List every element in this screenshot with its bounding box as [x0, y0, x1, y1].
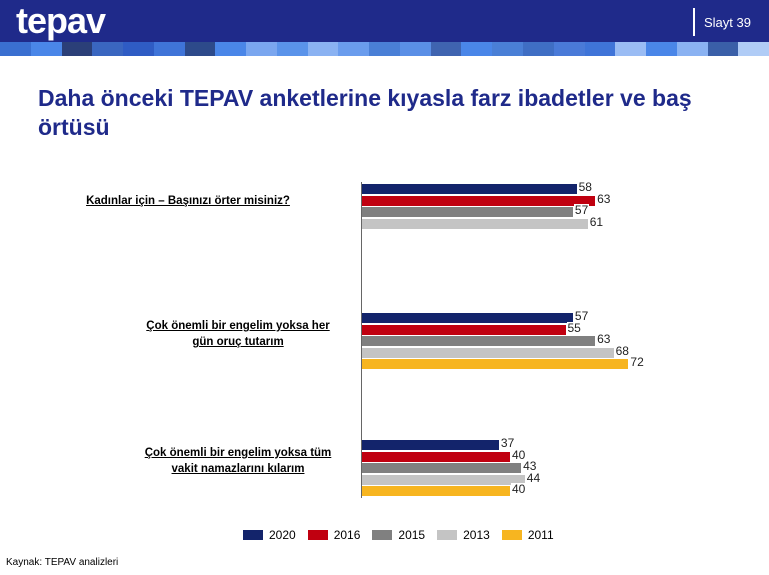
y-axis [361, 182, 362, 498]
stripe-block [615, 42, 647, 56]
bar-2013 [362, 218, 588, 229]
stripe-block [276, 42, 308, 56]
data-label: 44 [525, 470, 542, 485]
stripe-block [676, 42, 708, 56]
legend-item-2016: 2016 [307, 528, 361, 542]
legend-label: 2020 [269, 528, 296, 542]
stripe-block [123, 42, 154, 56]
stripe-block [369, 42, 400, 56]
stripe-block [399, 42, 431, 56]
stripe-block [153, 42, 185, 56]
data-label: 58 [577, 180, 593, 194]
stripe-block [61, 42, 93, 56]
bar-2013 [362, 474, 525, 485]
legend-label: 2011 [527, 528, 554, 542]
legend-label: 2016 [333, 528, 361, 542]
stripe-block [523, 42, 554, 56]
legend-label: 2015 [398, 528, 426, 542]
bar-2020 [362, 440, 499, 450]
data-label: 57 [573, 309, 590, 323]
stripe-block [0, 42, 31, 56]
bar-2016 [362, 195, 596, 206]
legend-swatch [307, 530, 328, 540]
legend-item-2020: 2020 [243, 528, 296, 542]
legend-item-2013: 2013 [437, 528, 490, 542]
legend-swatch [372, 530, 393, 540]
page-title: Daha önceki TEPAV anketlerine kıyasla fa… [38, 85, 692, 140]
source-note: Kaynak: TEPAV analizleri [6, 557, 119, 568]
stripe-block [30, 42, 62, 56]
header-bar: tepav Slayt 39 [0, 0, 769, 42]
stripe-block [461, 42, 493, 56]
bar-2015 [362, 463, 522, 473]
data-label: 55 [566, 320, 582, 335]
stripe-block [184, 42, 216, 56]
legend-swatch [243, 530, 263, 540]
stripe-block [92, 42, 124, 56]
decorative-stripe [0, 42, 769, 56]
stripe-block [307, 42, 339, 56]
data-label: 40 [511, 482, 527, 496]
legend-label: 2013 [463, 528, 490, 542]
legend-item-2015: 2015 [372, 528, 425, 542]
stripe-block [584, 42, 616, 56]
data-label: 63 [596, 191, 612, 206]
bar-2016 [362, 324, 566, 335]
stripe-block [338, 42, 370, 56]
stripe-block [215, 42, 247, 56]
category-label: Çok önemli bir engelim yoksa her gün oru… [146, 320, 330, 348]
bar-2013 [362, 347, 614, 358]
bar-2020 [362, 313, 573, 323]
data-label: 43 [522, 459, 538, 473]
data-label: 68 [614, 343, 630, 358]
data-label: 63 [596, 332, 612, 346]
bar-2015 [362, 207, 573, 217]
legend-swatch [501, 530, 522, 540]
stripe-block [707, 42, 739, 56]
divider [693, 8, 695, 36]
legend-item-2011: 2011 [501, 528, 554, 542]
stripe-block [646, 42, 677, 56]
data-label: 72 [629, 355, 645, 369]
stripe-block [553, 42, 585, 56]
bar-2015 [362, 336, 596, 346]
category-label: Çok önemli bir engelim yoksa tüm vakit n… [144, 447, 332, 475]
stripe-block [492, 42, 524, 56]
data-label: 37 [499, 436, 516, 450]
bar-2016 [362, 451, 510, 462]
category-label: Kadınlar için – Başınızı örter misiniz? [86, 195, 290, 207]
data-label: 61 [588, 214, 605, 229]
stripe-block [430, 42, 462, 56]
legend-swatch [437, 530, 458, 540]
legend: 2020 2016 2015 2013 2011 [243, 528, 554, 542]
bar-2020 [362, 184, 577, 194]
data-label: 57 [573, 203, 590, 217]
stripe-block [738, 42, 769, 56]
stripe-block [246, 42, 277, 56]
bar-2011 [362, 359, 629, 369]
data-label: 40 [511, 447, 527, 462]
slide-number: Slayt 39 [704, 15, 751, 30]
bar-2011 [362, 486, 510, 496]
tepav-logo: tepav [16, 0, 106, 41]
